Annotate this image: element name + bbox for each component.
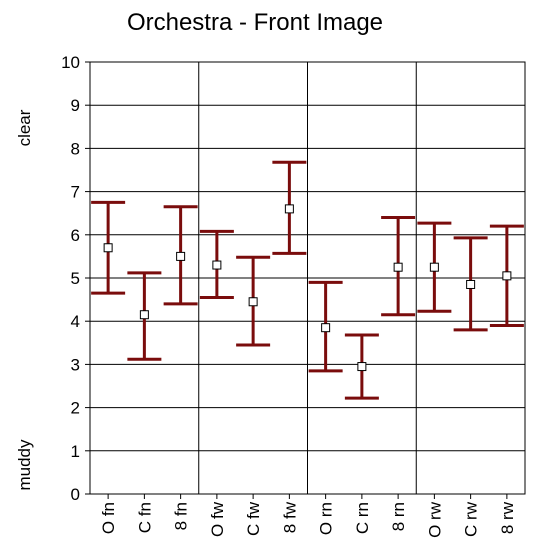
xtick-label-9: O rw (425, 501, 444, 538)
grid (89, 61, 526, 495)
xtick-label-5: 8 fw (280, 501, 299, 533)
xtick-label-0: O fn (99, 502, 118, 534)
ytick-label-6: 6 (71, 226, 80, 245)
xtick-label-6: O rn (317, 502, 336, 535)
xtick-label-4: C fw (244, 501, 263, 536)
y-top-label: clear (15, 109, 34, 146)
x-axis-labels: O fn C fn 8 fn O fw C fw 8 fw O rn C rn 8 rn O rw… (99, 494, 517, 538)
xtick-label-8: 8 rn (389, 502, 408, 531)
ytick-label-0: 0 (71, 485, 80, 504)
xtick-label-1: C fn (135, 502, 154, 533)
ytick-label-4: 4 (71, 312, 80, 331)
mean-marker-0 (103, 243, 113, 253)
error-bars (91, 160, 524, 400)
mean-marker-10 (466, 279, 476, 289)
mean-marker-4 (248, 297, 258, 307)
xtick-label-3: O fw (208, 501, 227, 537)
mean-marker-5 (284, 204, 294, 214)
xtick-label-10: C rw (462, 501, 481, 537)
ytick-label-10: 10 (61, 53, 80, 72)
mean-marker-9 (429, 262, 439, 272)
ytick-label-7: 7 (71, 183, 80, 202)
ytick-label-9: 9 (71, 96, 80, 115)
ytick-label-3: 3 (71, 355, 80, 374)
ytick-label-2: 2 (71, 399, 80, 418)
y-bottom-label: muddy (15, 439, 34, 491)
mean-marker-7 (357, 362, 367, 372)
chart-title: Orchestra - Front Image (127, 9, 383, 36)
xtick-label-2: 8 fn (172, 502, 191, 530)
ytick-label-8: 8 (71, 139, 80, 158)
mean-marker-6 (321, 323, 331, 333)
mean-marker-3 (212, 260, 222, 270)
xtick-label-11: 8 rw (498, 501, 517, 534)
ytick-label-1: 1 (71, 442, 80, 461)
y-axis-ticks: 0 1 2 3 4 5 6 7 8 9 10 (61, 53, 90, 504)
mean-marker-1 (139, 310, 149, 320)
mean-marker-2 (176, 251, 186, 261)
xtick-label-7: C rn (353, 502, 372, 534)
mean-marker-8 (393, 262, 403, 272)
mean-marker-11 (502, 271, 512, 281)
ytick-label-5: 5 (71, 269, 80, 288)
